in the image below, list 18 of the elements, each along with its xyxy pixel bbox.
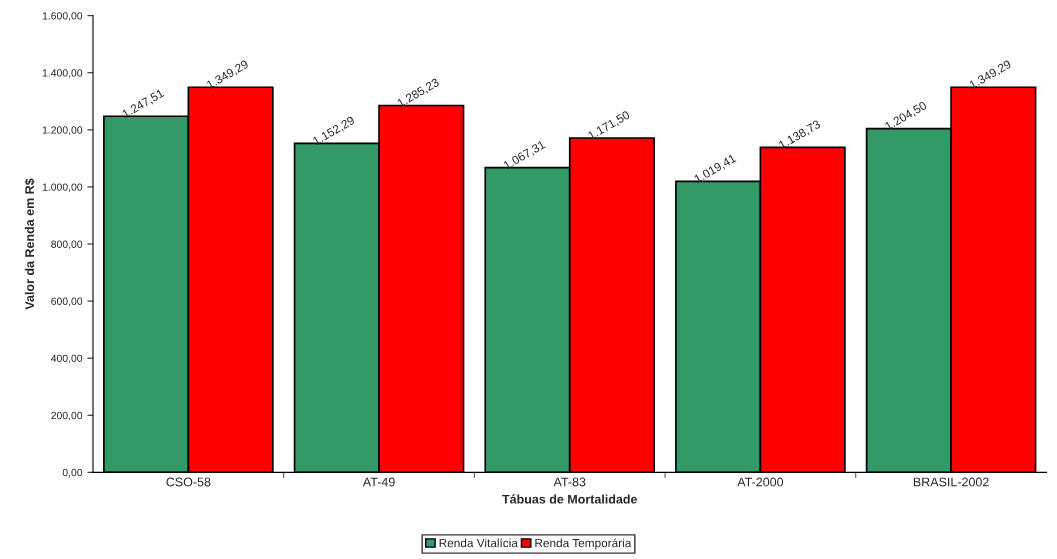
- y-tick-label: 1.200,00: [42, 126, 83, 135]
- x-tick-label: AT-83: [553, 477, 586, 487]
- legend-label: Renda Temporária: [535, 538, 632, 550]
- y-tick-label: 0,00: [62, 468, 83, 478]
- y-tick-label: 1.000,00: [42, 183, 83, 193]
- x-axis-title: Tábuas de Mortalidade: [502, 494, 638, 504]
- legend-label: Renda Vitalícia: [439, 538, 518, 548]
- x-tick-label: CSO-58: [166, 477, 211, 487]
- y-axis-title: Valor da Renda em R$: [24, 178, 35, 310]
- y-tick-label: 400,00: [50, 354, 83, 364]
- y-tick-label: 200,00: [51, 411, 83, 421]
- y-tick-label: 1.600,00: [42, 12, 83, 21]
- x-tick-label: AT-2000: [737, 477, 784, 487]
- x-tick-label: AT-49: [362, 477, 395, 487]
- y-tick-label: 1.400,00: [42, 69, 83, 78]
- y-tick-label: 800,00: [51, 240, 83, 250]
- x-tick-label: BRASIL-2002: [913, 477, 989, 487]
- y-tick-label: 600,00: [51, 297, 83, 307]
